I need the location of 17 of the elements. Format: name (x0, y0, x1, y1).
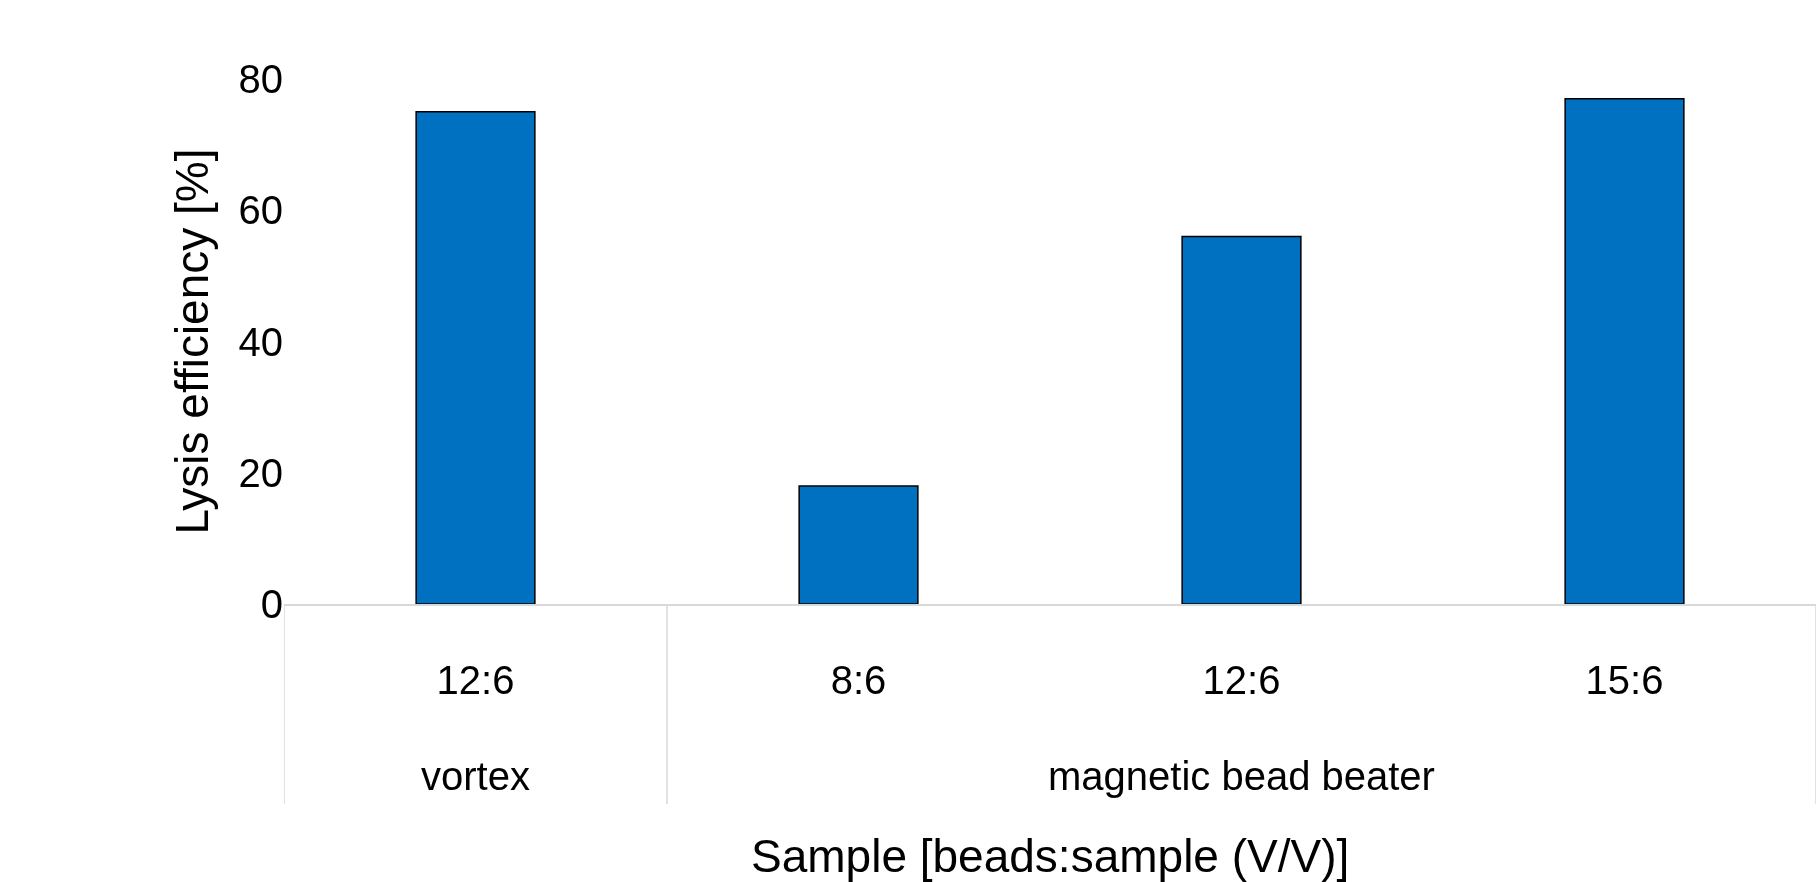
y-tick-label: 40 (238, 319, 283, 364)
text: magnetic bead beater (1048, 754, 1435, 798)
x-axis-title: Sample [beads:sample (V/V)] (751, 830, 1350, 882)
x-tick-label: 15:6 (1585, 657, 1664, 702)
text: vortex (421, 754, 530, 798)
bar (1564, 97, 1685, 604)
y-tick-label: 0 (260, 582, 283, 626)
x-tick-label: 12:6 (436, 657, 515, 702)
y-axis-title: Lysis efficiency [%] (165, 148, 218, 535)
y-tick-label: 60 (238, 188, 283, 233)
bar (415, 111, 536, 604)
y-tick-label: 80 (238, 57, 283, 101)
y-tick-label: 20 (238, 450, 283, 495)
bar (1181, 235, 1302, 604)
x-tick-label: 12:6 (1202, 657, 1281, 702)
bar (798, 485, 919, 604)
x-tick-label: 8:6 (830, 657, 887, 702)
